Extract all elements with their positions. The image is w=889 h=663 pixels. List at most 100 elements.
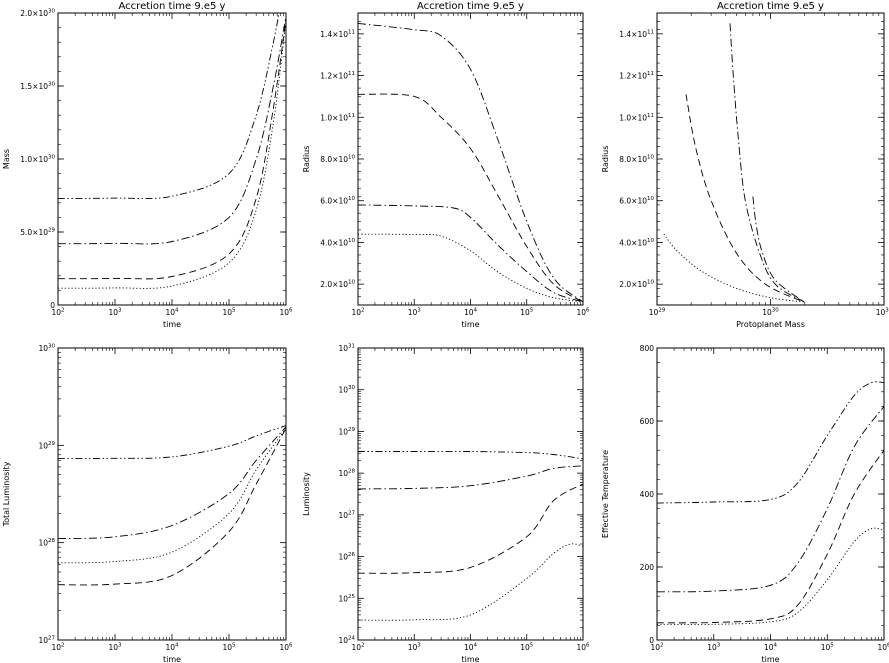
y-tick-label-exponent: 11 <box>647 29 654 35</box>
x-tick-label: 103 <box>108 643 122 653</box>
x-tick-label-base: 10 <box>762 308 772 317</box>
x-tick-label-base: 10 <box>279 643 289 652</box>
x-tick-label: 102 <box>51 643 64 653</box>
y-tick-label-base: 8.0×10 <box>320 155 348 164</box>
x-tick-label-exponent: 3 <box>417 308 421 314</box>
y-axis-label: Luminosity <box>302 472 311 516</box>
y-tick-label: 2.0×1030 <box>20 9 55 19</box>
y-tick-label: 1025 <box>338 594 355 604</box>
panel-2: 102 103 104 105 1062.0×10104.0×10106.0×10108… <box>302 1 590 329</box>
y-tick-label-exponent: 28 <box>348 469 355 475</box>
y-tick-label-base: 4.0×10 <box>619 238 647 247</box>
y-tick-label: 1026 <box>338 552 355 562</box>
y-tick-label: 1.0×1030 <box>20 155 55 165</box>
y-tick-label: 1030 <box>38 344 55 354</box>
x-tick-label-exponent: 3 <box>717 643 721 649</box>
y-tick-label-exponent: 30 <box>48 82 55 88</box>
x-tick-label-exponent: 4 <box>774 643 778 649</box>
series-group <box>663 23 805 303</box>
y-tick-label: 6.0×1010 <box>320 196 355 206</box>
y-tick-label-base: 2.0×10 <box>320 280 348 289</box>
y-tick-label-base: 400 <box>640 490 655 499</box>
y-axis-label: Total Luminosity <box>2 461 11 527</box>
y-tick-label-exponent: 11 <box>647 71 654 77</box>
y-tick-label-exponent: 28 <box>48 538 55 544</box>
x-tick-label-base: 10 <box>165 308 175 317</box>
x-tick-label-base: 10 <box>464 308 474 317</box>
plot-frame <box>656 12 885 306</box>
y-tick-label: 1027 <box>338 510 355 520</box>
x-tick-label-exponent: 2 <box>660 643 664 649</box>
x-axis-label: Protoplanet Mass <box>736 320 805 329</box>
x-tick-label-exponent: 2 <box>361 308 365 314</box>
y-tick-label-exponent: 10 <box>647 196 654 202</box>
x-tick-label: 105 <box>222 643 236 653</box>
series-line-1-dotted <box>358 543 583 621</box>
x-axis-label: time <box>163 320 181 329</box>
plot-frame <box>357 347 584 641</box>
y-tick-label-base: 10 <box>338 553 348 562</box>
series-group <box>358 22 583 303</box>
y-tick-label: 8.0×1010 <box>320 155 355 165</box>
x-tick-label: 103 <box>408 308 422 318</box>
x-tick-label-exponent: 6 <box>586 643 590 649</box>
x-tick-label: 104 <box>165 643 179 653</box>
panel-5: 102 103 104 105 1061024102510261027102810291… <box>302 344 590 663</box>
series-group <box>358 450 583 621</box>
x-tick-label: 103 <box>408 643 422 653</box>
y-tick-label-exponent: 30 <box>48 344 55 350</box>
x-tick-label-base: 10 <box>51 643 61 652</box>
x-tick-label-exponent: 2 <box>361 643 365 649</box>
y-tick-label-exponent: 30 <box>348 385 355 391</box>
x-tick-label: 106 <box>576 643 590 653</box>
y-tick-label: 600 <box>640 417 655 426</box>
y-tick-label-base: 1.4×10 <box>320 30 348 39</box>
series-line-3-dashdot <box>58 15 286 245</box>
y-tick-label-base: 600 <box>640 417 655 426</box>
y-tick-label-base: 0 <box>649 636 654 645</box>
x-tick-label-exponent: 4 <box>175 308 179 314</box>
x-tick-label-exponent: 3 <box>417 643 421 649</box>
x-tick-label-base: 10 <box>649 308 659 317</box>
y-tick-label-exponent: 31 <box>348 344 355 350</box>
x-tick-label: 103 <box>108 308 122 318</box>
x-tick-label-base: 10 <box>764 643 774 652</box>
x-tick-label-exponent: 5 <box>530 308 534 314</box>
x-tick-label: 106 <box>576 308 590 318</box>
x-tick-label-exponent: 6 <box>289 643 293 649</box>
y-tick-label: 2.0×1010 <box>619 280 654 290</box>
plot-frame <box>357 12 584 306</box>
series-line-2-dashed <box>358 483 583 574</box>
series-group <box>58 13 286 289</box>
y-tick-label-exponent: 30 <box>48 9 55 15</box>
series-line-2-dashdot <box>358 204 583 303</box>
y-tick-label-base: 1.0×10 <box>320 113 348 122</box>
y-tick-label: 200 <box>640 563 655 572</box>
y-tick-label-exponent: 27 <box>348 510 355 516</box>
x-tick-label-base: 10 <box>165 643 175 652</box>
y-tick-label-exponent: 10 <box>647 155 654 161</box>
x-tick-label: 105 <box>222 308 236 318</box>
x-tick-label-exponent: 6 <box>887 643 889 649</box>
y-tick-label-base: 2.0×10 <box>20 9 48 18</box>
y-tick-label-base: 800 <box>640 344 655 353</box>
x-tick-label-base: 10 <box>222 643 232 652</box>
x-tick-label: 102 <box>351 308 364 318</box>
y-tick-label-exponent: 24 <box>348 636 355 642</box>
y-tick-label: 1.2×1011 <box>619 71 654 81</box>
x-tick-label: 104 <box>464 308 478 318</box>
y-tick-label-base: 2.0×10 <box>619 280 647 289</box>
panel-4: 102 103 104 105 1061027102810291030timeTotal… <box>2 344 293 663</box>
chart-title: Accretion time 9.e5 y <box>119 1 226 12</box>
x-axis-label: time <box>761 655 779 663</box>
x-tick-label-base: 10 <box>351 643 361 652</box>
y-tick-label: 4.0×1010 <box>619 238 654 248</box>
y-tick-label-base: 10 <box>338 344 348 353</box>
series-line-2-dashed <box>657 449 884 624</box>
y-tick-label: 1029 <box>38 441 55 451</box>
series-line-3-dashdot <box>358 465 583 490</box>
y-tick-label: 5.0×1029 <box>20 228 55 238</box>
x-tick-label-exponent: 5 <box>530 643 534 649</box>
y-tick-label-base: 1.2×10 <box>619 72 647 81</box>
series-group <box>657 381 884 625</box>
